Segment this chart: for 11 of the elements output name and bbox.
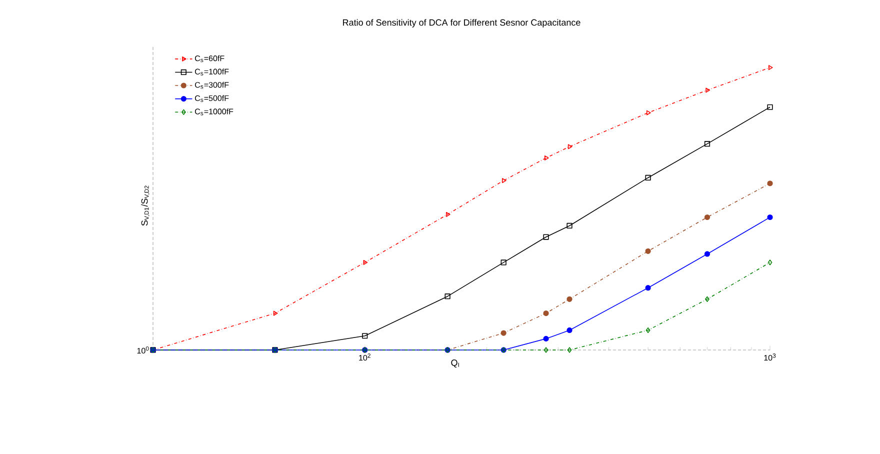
legend-label: C$_{s}$=60fF xyxy=(195,55,224,62)
x-tick-label: 10$^{2}$ xyxy=(359,354,370,361)
text: 10$^{0}$ xyxy=(137,346,149,354)
legend-label: C$_{s}$=500fF xyxy=(195,95,229,102)
x-axis-title: Q$_{I}$ xyxy=(451,360,459,368)
legend-label: C$_{s}$=1000fF xyxy=(195,108,234,116)
legend-label: C$_{s}$=100fF xyxy=(195,68,229,76)
legend-label: C$_{s}$=300fF xyxy=(195,82,229,89)
x-tick-label: 10$^{3}$ xyxy=(764,354,776,361)
y-axis-title: S$_{V,D1}$/S$_{V,D2}$ xyxy=(141,186,150,226)
chart-title: Ratio of Sensitivity of DCA for Different Sesnor Capacitance xyxy=(343,19,580,28)
